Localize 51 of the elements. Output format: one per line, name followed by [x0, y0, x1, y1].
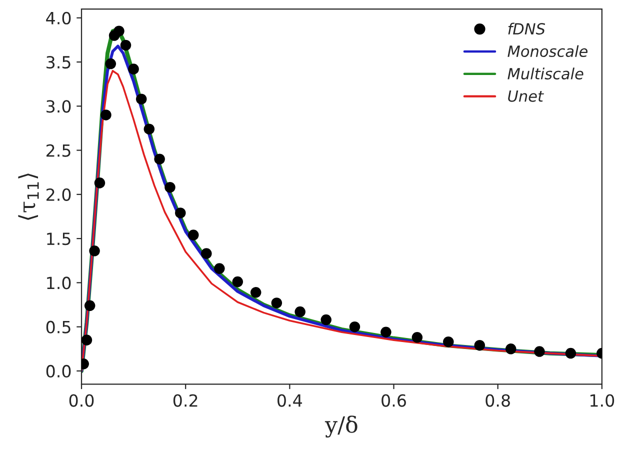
y-tick-label: 1.0 — [47, 276, 71, 290]
y-tick-label: 0.5 — [46, 320, 70, 334]
point — [534, 346, 545, 357]
point — [154, 154, 165, 164]
x-tick-label: 0.0 — [69, 394, 94, 407]
point — [505, 344, 516, 354]
x-tick-label: 0.8 — [486, 394, 510, 407]
y-tick-label: 0.0 — [46, 364, 71, 378]
x-tick-label: 1.0 — [590, 394, 614, 407]
point — [271, 298, 282, 308]
point — [144, 124, 155, 134]
point — [474, 340, 486, 351]
point — [94, 178, 106, 188]
point — [100, 110, 112, 120]
x-tick-label: 0.4 — [278, 394, 302, 407]
legend-label: Monoscale — [508, 45, 588, 58]
point — [443, 336, 454, 348]
point — [250, 287, 262, 298]
point — [232, 276, 244, 288]
y-tick-label: 4.0 — [46, 12, 71, 24]
point — [89, 246, 100, 256]
point — [380, 326, 392, 338]
point — [201, 248, 212, 259]
point — [294, 306, 306, 318]
point — [175, 208, 186, 218]
y-tick-label: 3.5 — [46, 56, 70, 69]
point — [320, 314, 332, 326]
y-tick-label: 2.5 — [46, 144, 70, 157]
x-axis-title: y/δ — [324, 416, 358, 438]
x-tick-label: 0.6 — [382, 394, 406, 407]
point — [105, 58, 116, 70]
point — [349, 321, 360, 332]
y-tick-label: 3.0 — [46, 100, 71, 113]
legend-label: Multiscale — [508, 68, 584, 80]
x-tick-label: 0.2 — [173, 394, 198, 407]
point — [412, 332, 423, 343]
legend-label: fDNS — [508, 22, 546, 35]
point — [214, 263, 225, 274]
point — [114, 26, 124, 36]
point — [82, 334, 92, 346]
point — [84, 300, 96, 312]
point — [188, 230, 199, 240]
y-tick-label: 1.5 — [47, 232, 70, 246]
y-axis-title: ⟨τ$_{11}$⟩ — [18, 174, 39, 220]
point — [128, 64, 139, 74]
point — [120, 40, 132, 51]
y-tick-label: 2.0 — [46, 188, 71, 201]
point — [565, 348, 576, 359]
point — [136, 94, 147, 104]
legend-label: Unet — [508, 90, 544, 102]
point — [164, 182, 176, 193]
